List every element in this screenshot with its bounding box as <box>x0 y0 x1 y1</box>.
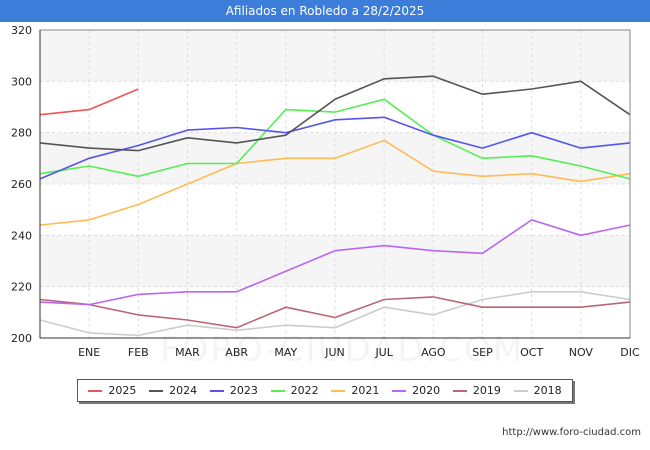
y-tick-label: 260 <box>11 178 32 191</box>
series-line-2022 <box>39 98 631 180</box>
legend-item-2022: 2022 <box>270 384 319 397</box>
x-tick-label: ABR <box>225 346 248 359</box>
y-axis-ticks: 200 220 240 260 280 300 320 <box>11 24 32 345</box>
y-tick-label: 320 <box>11 24 32 37</box>
legend-label: 2018 <box>533 384 562 397</box>
legend-item-2024: 2024 <box>149 384 197 397</box>
series-line-2018 <box>39 290 631 337</box>
axes <box>39 29 631 339</box>
legend-label: 2025 <box>108 384 137 397</box>
legend-swatch <box>88 389 103 392</box>
legend-swatch <box>270 389 285 392</box>
legend-label: 2023 <box>229 384 258 397</box>
x-tick-label: FEB <box>128 346 149 359</box>
legend-item-2020: 2020 <box>392 384 440 397</box>
x-tick-label: JUN <box>324 346 345 359</box>
series-line-2021 <box>39 139 631 226</box>
y-tick-label: 240 <box>11 229 32 242</box>
legend-item-2018: 2018 <box>513 384 562 397</box>
legend-label: 2019 <box>472 384 501 397</box>
series-line-2025 <box>39 88 139 116</box>
legend-item-2021: 2021 <box>331 384 379 397</box>
legend-swatch <box>331 389 346 392</box>
x-tick-label: OCT <box>520 346 543 359</box>
y-tick-label: 300 <box>11 75 32 88</box>
chart-legend: 2025 2024 2023 2022 2021 2020 2019 2018 <box>77 379 573 402</box>
legend-item-2019: 2019 <box>452 384 501 397</box>
x-tick-label: NOV <box>569 346 594 359</box>
legend-label: 2022 <box>290 384 319 397</box>
legend-swatch <box>149 389 164 392</box>
x-tick-label: ENE <box>78 346 100 359</box>
legend-item-2025: 2025 <box>88 384 136 397</box>
source-url: http://www.foro-ciudad.com <box>502 427 641 438</box>
x-axis-ticks: ENE FEB MAR ABR MAY JUN JUL AGO SEP OCT NOV DIC <box>78 346 640 359</box>
series-line-2019 <box>39 296 631 329</box>
y-tick-label: 220 <box>11 281 32 294</box>
chart-title: Afiliados en Robledo a 28/2/2025 <box>0 0 650 22</box>
x-tick-label: AGO <box>421 346 446 359</box>
legend-label: 2020 <box>412 384 441 397</box>
y-tick-label: 200 <box>11 332 32 345</box>
legend-label: 2021 <box>351 384 380 397</box>
series-line-2024 <box>39 75 631 152</box>
legend-swatch <box>513 389 528 392</box>
x-tick-label: JUL <box>374 346 393 359</box>
watermark: FORO-CIUDAD.COM <box>160 330 524 370</box>
series-line-2020 <box>39 219 631 306</box>
series-lines <box>39 75 631 337</box>
y-tick-label: 280 <box>11 127 32 140</box>
legend-item-2023: 2023 <box>209 384 258 397</box>
x-tick-label: MAR <box>175 346 200 359</box>
series-line-2023 <box>39 116 631 180</box>
legend-swatch <box>392 389 407 392</box>
x-tick-label: DIC <box>620 346 640 359</box>
legend-swatch <box>452 389 467 392</box>
legend-label: 2024 <box>169 384 198 397</box>
legend-swatch <box>209 389 224 392</box>
x-tick-label: MAY <box>274 346 297 359</box>
x-tick-label: SEP <box>472 346 493 359</box>
